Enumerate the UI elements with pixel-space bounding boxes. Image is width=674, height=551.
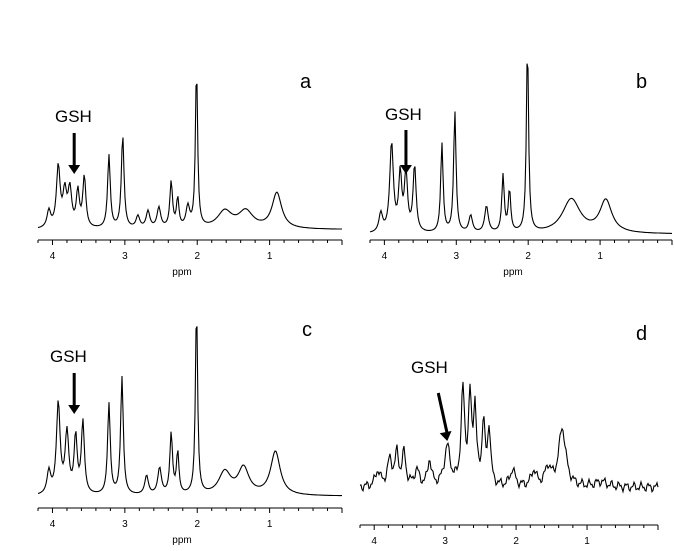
spectrum-line-c xyxy=(37,326,342,497)
spectrum-line-b xyxy=(369,63,672,234)
gsh-label: GSH xyxy=(385,105,422,124)
x-axis-title: ppm xyxy=(172,535,191,546)
spectrum-panel-d: 4321ppmdGSH xyxy=(359,323,659,547)
x-tick-label: 2 xyxy=(513,536,519,547)
gsh-label: GSH xyxy=(55,107,92,126)
gsh-arrow xyxy=(68,133,81,174)
gsh-arrow xyxy=(436,392,452,441)
spectrum-line-d xyxy=(359,381,659,494)
spectrum-panel-b: 4 3 2 1 ppm b GSH xyxy=(369,63,673,278)
x-tick-label: 3 xyxy=(454,251,460,262)
panel-label: b xyxy=(636,71,647,93)
x-tick-label: 4 xyxy=(50,519,56,530)
x-tick-label: 1 xyxy=(267,519,273,530)
gsh-arrow xyxy=(68,373,81,414)
x-tick-label: 3 xyxy=(442,536,448,547)
x-tick-label: 1 xyxy=(597,251,603,262)
panel-label: c xyxy=(302,319,312,341)
spectrum-panel-c: 4 3 2 1 ppm c GSH xyxy=(37,319,343,546)
panel-label: a xyxy=(300,71,312,93)
x-tick-label: 4 xyxy=(371,536,377,547)
x-tick-label: 2 xyxy=(525,251,531,262)
x-axis-title: ppm xyxy=(503,267,522,278)
x-tick-label: 3 xyxy=(122,251,128,262)
x-tick-label: 1 xyxy=(584,536,590,547)
gsh-arrow xyxy=(399,130,412,174)
x-tick-label: 3 xyxy=(122,519,128,530)
spectrum-panel-a: 4 3 2 1 ppm a GSH xyxy=(37,71,343,278)
gsh-label: GSH xyxy=(411,358,448,377)
panel-label: d xyxy=(636,323,647,345)
x-tick-label: 2 xyxy=(194,251,200,262)
spectrum-line-a xyxy=(37,83,342,230)
x-tick-label: 4 xyxy=(382,251,388,262)
x-tick-label: 1 xyxy=(267,251,273,262)
x-axis-title: ppm xyxy=(172,267,191,278)
x-tick-label: 2 xyxy=(194,519,200,530)
x-tick-label: 4 xyxy=(50,251,56,262)
gsh-label: GSH xyxy=(50,347,87,366)
